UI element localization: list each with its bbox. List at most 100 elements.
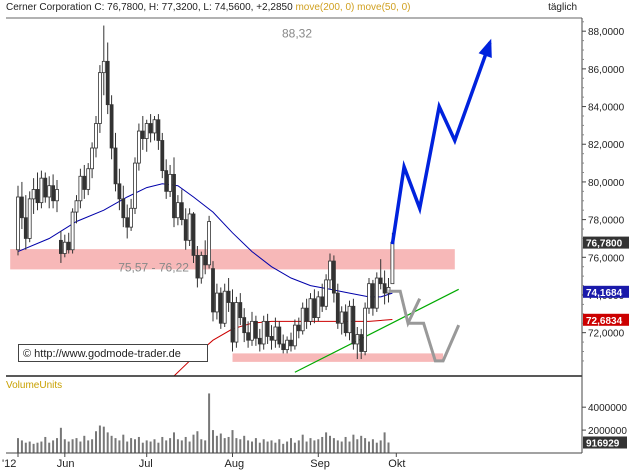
volume-bar bbox=[188, 441, 191, 453]
volume-bar bbox=[91, 439, 94, 453]
candle bbox=[98, 65, 102, 133]
volume-bar bbox=[130, 438, 133, 453]
svg-text:76,7800: 76,7800 bbox=[586, 239, 623, 250]
volume-bar bbox=[270, 440, 273, 453]
svg-text:916929: 916929 bbox=[586, 438, 620, 449]
candle bbox=[191, 212, 196, 263]
candle bbox=[382, 270, 387, 305]
candle bbox=[31, 178, 36, 214]
frequency-label: täglich bbox=[548, 2, 577, 13]
volume-bar bbox=[254, 438, 257, 453]
candle bbox=[133, 157, 137, 214]
candle bbox=[195, 245, 200, 288]
candle bbox=[226, 278, 231, 312]
volume-bar bbox=[79, 441, 82, 453]
candle bbox=[113, 132, 118, 192]
volume-bar bbox=[126, 441, 129, 453]
volume-bar bbox=[95, 431, 97, 453]
ma200-legend: move(200, 0) bbox=[295, 2, 355, 13]
volume-bar bbox=[282, 443, 285, 453]
y-tick-label: 80,0000 bbox=[588, 178, 625, 189]
candle bbox=[281, 334, 286, 354]
volume-bar bbox=[352, 434, 355, 453]
candle bbox=[238, 293, 243, 326]
svg-text:72,6834: 72,6834 bbox=[586, 316, 623, 327]
price-tag: 74,1684 bbox=[583, 285, 629, 299]
candle bbox=[59, 230, 63, 263]
candle bbox=[121, 185, 126, 228]
support-zone bbox=[232, 353, 444, 362]
candle bbox=[136, 123, 141, 171]
volume-last-tag: 916929 bbox=[583, 436, 627, 449]
candle bbox=[339, 306, 344, 335]
volume-bar bbox=[239, 439, 242, 453]
candle bbox=[211, 261, 215, 322]
candle bbox=[304, 298, 309, 329]
x-tick-label: Aug bbox=[225, 458, 245, 470]
candle bbox=[347, 300, 352, 341]
candle bbox=[230, 289, 235, 352]
candle bbox=[331, 255, 336, 303]
volume-bar bbox=[122, 434, 125, 453]
volume-bar bbox=[329, 435, 331, 453]
volume-bar bbox=[212, 430, 214, 453]
candle bbox=[86, 163, 91, 196]
candle bbox=[164, 159, 169, 199]
candle bbox=[160, 132, 165, 179]
peak-label: 88,32 bbox=[282, 27, 312, 41]
volume-bar bbox=[387, 442, 390, 453]
price-tag: 72,6834 bbox=[583, 313, 629, 327]
volume-bar bbox=[28, 441, 31, 453]
candle bbox=[320, 283, 325, 312]
volume-bar bbox=[114, 438, 117, 453]
candle bbox=[285, 336, 290, 354]
volume-bar bbox=[247, 440, 250, 453]
candle bbox=[370, 279, 375, 316]
candle bbox=[183, 208, 188, 250]
volume-bar bbox=[379, 440, 382, 453]
volume-bar bbox=[56, 438, 58, 453]
candle bbox=[16, 185, 20, 256]
volume-bar bbox=[360, 435, 363, 453]
x-tick-label: Sep bbox=[310, 458, 330, 470]
bullish-projection bbox=[390, 41, 492, 245]
volume-bar bbox=[383, 432, 386, 453]
candle bbox=[324, 274, 329, 311]
volume-bar bbox=[235, 438, 238, 453]
volume-bar bbox=[180, 440, 183, 453]
candle bbox=[140, 115, 145, 150]
candle bbox=[269, 325, 274, 350]
y-tick-label: 86,0000 bbox=[588, 65, 625, 76]
candle bbox=[117, 168, 122, 211]
volume-bar bbox=[266, 441, 269, 453]
y-tick-label: 76,0000 bbox=[588, 253, 625, 264]
candle bbox=[90, 142, 94, 179]
volume-bar bbox=[325, 432, 328, 453]
y-tick-label: 78,0000 bbox=[588, 216, 625, 227]
candle bbox=[250, 311, 254, 346]
volume-bar bbox=[102, 426, 105, 453]
candle bbox=[19, 181, 24, 230]
candle bbox=[43, 172, 48, 203]
volume-bar bbox=[169, 438, 172, 453]
volume-bar bbox=[375, 442, 378, 453]
volume-bar bbox=[176, 439, 179, 453]
y-tick-label: 82,0000 bbox=[588, 140, 625, 151]
candle bbox=[222, 283, 227, 328]
volume-bar bbox=[301, 434, 304, 453]
volume-bar bbox=[192, 434, 195, 453]
change-value: +2,2850 bbox=[256, 2, 293, 13]
volume-bar bbox=[36, 442, 39, 453]
y-tick-label: 72,0000 bbox=[588, 329, 625, 340]
candle bbox=[82, 164, 87, 199]
volume-bar bbox=[368, 441, 370, 453]
candle bbox=[105, 42, 110, 115]
candle bbox=[55, 180, 59, 213]
candle bbox=[148, 114, 153, 143]
close-value: C: 76,7800 bbox=[94, 2, 144, 13]
candle bbox=[125, 204, 130, 239]
candle bbox=[214, 283, 219, 320]
volume-bar bbox=[118, 440, 121, 453]
